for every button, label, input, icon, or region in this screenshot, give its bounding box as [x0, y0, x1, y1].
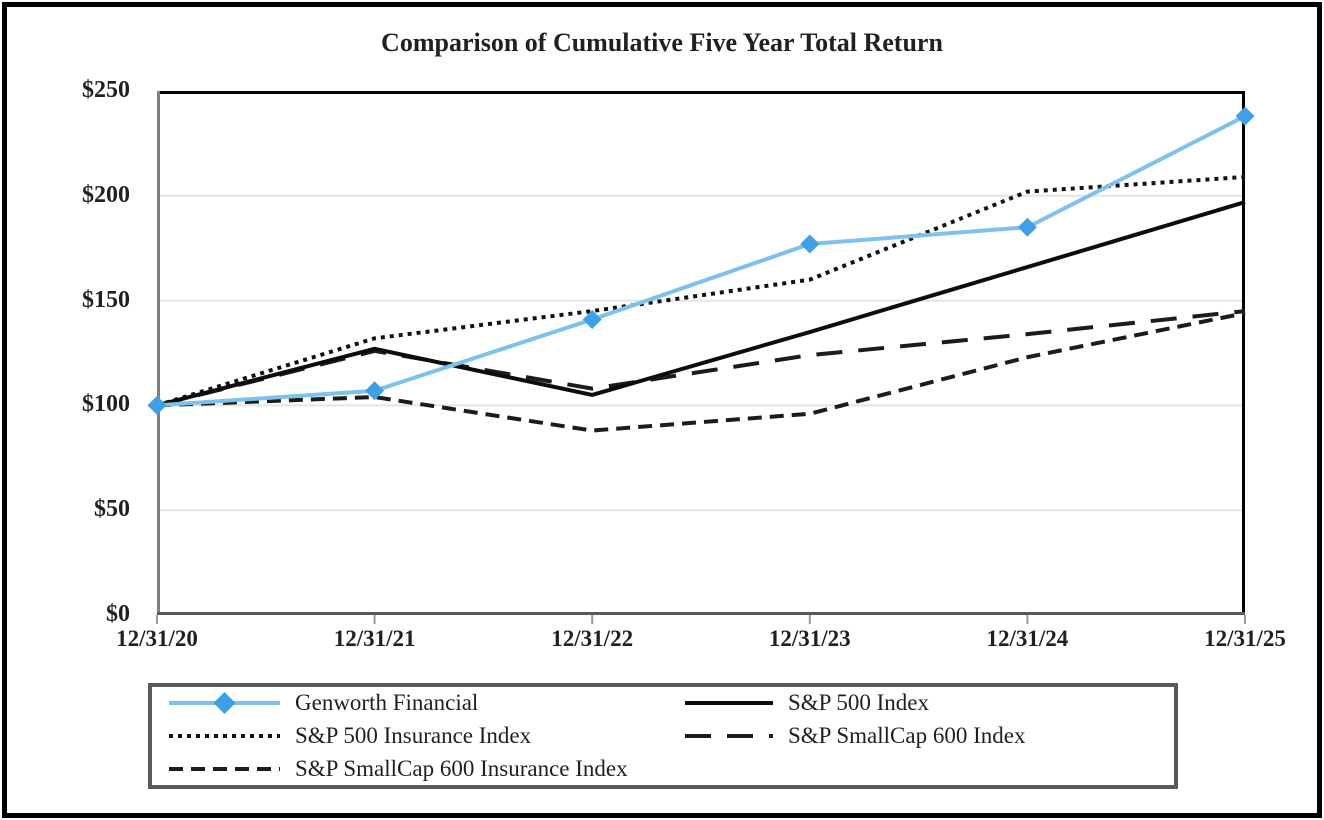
legend-swatch-sp-smallcap600-index [685, 734, 773, 738]
series-line-0 [156, 114, 1246, 408]
y-axis-label: $200 [82, 181, 130, 208]
x-axis-label: 12/31/25 [1204, 626, 1286, 651]
legend-item-sp-smallcap600-insurance-index: S&P SmallCap 600 Insurance Index [167, 753, 683, 785]
x-axis-label: 12/31/20 [116, 626, 198, 651]
data-point-marker [365, 381, 385, 401]
data-point-marker [582, 309, 602, 329]
series-line-1 [156, 200, 1246, 408]
legend-swatch-genworth-financial [169, 692, 280, 714]
y-axis-label: $0 [106, 600, 130, 627]
y-axis-label: $250 [82, 76, 130, 103]
data-point-marker [1235, 106, 1255, 126]
legend-label: S&P SmallCap 600 Index [788, 723, 1026, 748]
legend-label: S&P 500 Index [788, 690, 929, 715]
data-point-marker [1017, 217, 1037, 237]
legend-swatch-sp-smallcap600-insurance-index [169, 767, 280, 771]
legend-label: Genworth Financial [295, 690, 479, 715]
chart-canvas [147, 91, 1255, 624]
y-axis-label: $150 [82, 286, 130, 313]
legend-item-sp-smallcap600-index: S&P SmallCap 600 Index [683, 720, 1174, 752]
legend-label: S&P SmallCap 600 Insurance Index [295, 756, 628, 781]
legend-item-sp500-insurance-index: S&P 500 Insurance Index [167, 720, 683, 752]
y-axis-label: $100 [82, 391, 130, 418]
series-line-2 [156, 174, 1246, 408]
legend-label: S&P 500 Insurance Index [295, 723, 532, 748]
legend-marker [213, 692, 236, 714]
x-axis-label: 12/31/24 [986, 626, 1069, 651]
legend: Genworth Financial S&P 500 Index S&P 500… [148, 683, 1178, 789]
series-line-3 [156, 309, 1246, 408]
legend-swatch-sp500-insurance-index [169, 734, 280, 738]
data-point-marker [147, 395, 167, 415]
y-axis-label: $50 [94, 496, 130, 523]
legend-item-sp500-index: S&P 500 Index [683, 687, 1174, 719]
legend-swatch-sp500-index [685, 701, 773, 705]
chart-title: Comparison of Cumulative Five Year Total… [381, 28, 943, 57]
x-axis-label: 12/31/21 [333, 626, 416, 651]
x-axis-label: 12/31/22 [551, 626, 634, 651]
data-point-marker [800, 234, 820, 254]
x-axis-label: 12/31/23 [768, 626, 851, 651]
legend-item-genworth-financial: Genworth Financial [167, 687, 683, 719]
series-line-4 [156, 311, 1246, 433]
